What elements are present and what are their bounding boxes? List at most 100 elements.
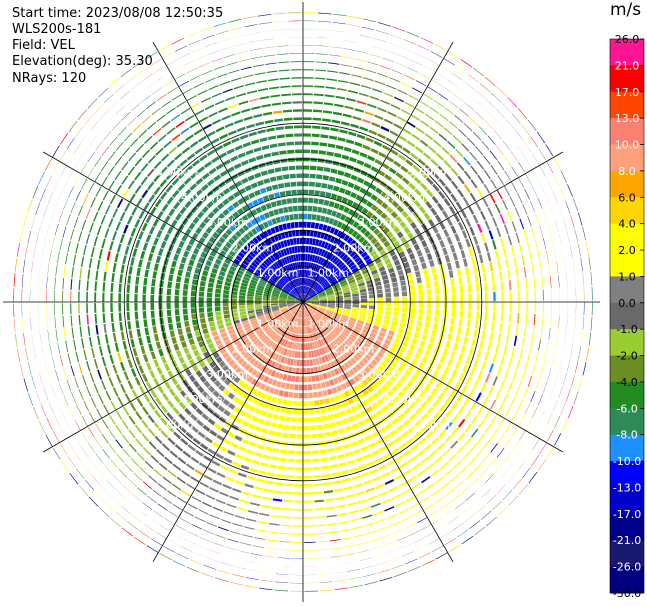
velocity-gate	[463, 397, 470, 407]
velocity-gate	[384, 339, 392, 346]
velocity-gate	[435, 232, 443, 241]
velocity-gate	[430, 158, 439, 167]
velocity-gate	[317, 276, 324, 283]
velocity-gate	[428, 376, 436, 385]
velocity-gate	[382, 226, 390, 234]
velocity-gate	[366, 200, 374, 208]
velocity-gate	[425, 177, 434, 186]
velocity-gate	[338, 262, 345, 269]
velocity-gate	[517, 302, 520, 313]
velocity-gate	[377, 72, 389, 78]
velocity-gate	[424, 133, 434, 141]
velocity-gate	[534, 239, 539, 251]
velocity-gate	[467, 284, 472, 293]
colorbar-tick-label: -21.0	[613, 534, 641, 547]
velocity-gate	[515, 385, 521, 396]
velocity-gate	[377, 305, 384, 310]
velocity-gate	[426, 58, 439, 65]
velocity-gate	[460, 249, 466, 259]
velocity-gate	[490, 179, 498, 190]
velocity-gate	[538, 148, 546, 161]
velocity-gate	[320, 232, 325, 239]
velocity-gate	[346, 237, 354, 244]
velocity-gate	[303, 205, 308, 212]
velocity-gate	[385, 137, 395, 144]
colorbar-tick-label: 26.0	[615, 33, 640, 46]
velocity-gate	[546, 446, 554, 459]
velocity-gate	[468, 388, 475, 398]
velocity-gate	[451, 286, 456, 294]
velocity-gate	[562, 217, 567, 230]
velocity-gate	[590, 271, 593, 286]
velocity-gate	[378, 266, 386, 272]
velocity-gate	[326, 208, 333, 216]
velocity-gate	[385, 292, 392, 298]
velocity-gate	[314, 284, 320, 291]
velocity-gate	[325, 251, 331, 259]
velocity-gate	[367, 335, 375, 342]
velocity-gate	[347, 182, 355, 189]
velocity-gate	[400, 165, 409, 173]
velocity-gate	[303, 197, 308, 203]
velocity-gate	[327, 304, 335, 307]
velocity-gate	[341, 314, 349, 320]
colorbar-tick-label: 0.0	[618, 297, 636, 310]
velocity-gate	[526, 290, 528, 301]
velocity-gate	[547, 429, 554, 442]
velocity-gate	[481, 140, 490, 150]
velocity-gate	[333, 312, 342, 317]
velocity-gate	[340, 121, 350, 126]
velocity-gate	[429, 126, 439, 135]
velocity-gate	[529, 338, 533, 350]
velocity-gate	[375, 198, 384, 206]
velocity-gate	[447, 358, 453, 367]
velocity-gate	[325, 86, 336, 90]
velocity-gate	[363, 18, 377, 23]
velocity-gate	[450, 180, 459, 190]
velocity-gate	[521, 255, 525, 266]
velocity-gate	[343, 308, 351, 312]
velocity-gate	[314, 77, 326, 80]
velocity-gate	[464, 266, 470, 276]
velocity-gate	[460, 302, 464, 310]
velocity-gate	[396, 205, 404, 213]
velocity-gate	[316, 37, 330, 39]
velocity-gate	[484, 311, 488, 321]
velocity-gate	[400, 108, 411, 116]
velocity-gate	[303, 299, 311, 302]
velocity-gate	[559, 288, 560, 301]
velocity-gate	[333, 202, 340, 210]
velocity-gate	[483, 321, 487, 330]
velocity-gate	[360, 308, 367, 312]
velocity-gate	[402, 296, 408, 302]
velocity-gate	[411, 87, 423, 94]
velocity-gate	[492, 217, 498, 227]
velocity-gate	[432, 322, 438, 330]
velocity-gate	[468, 247, 474, 257]
velocity-gate	[308, 262, 312, 270]
velocity-gate	[450, 193, 458, 203]
velocity-gate	[349, 317, 357, 322]
velocity-gate	[369, 53, 382, 58]
velocity-gate	[507, 210, 513, 221]
velocity-gate	[473, 235, 479, 245]
velocity-gate	[339, 318, 348, 324]
velocity-gate	[533, 314, 536, 326]
velocity-gate	[399, 322, 406, 329]
velocity-gate	[339, 280, 347, 285]
velocity-gate	[532, 326, 535, 338]
velocity-gate	[332, 267, 339, 275]
velocity-gate	[455, 148, 464, 158]
velocity-gate	[403, 39, 417, 45]
velocity-gate	[393, 259, 401, 266]
velocity-gate	[517, 313, 520, 324]
velocity-gate	[572, 259, 575, 273]
velocity-gate	[396, 183, 405, 191]
velocity-gate	[303, 101, 313, 104]
velocity-gate	[316, 166, 324, 172]
velocity-gate	[341, 154, 350, 161]
velocity-gate	[374, 339, 382, 346]
velocity-gate	[360, 291, 367, 296]
velocity-gate	[381, 274, 389, 281]
velocity-gate	[347, 276, 355, 282]
